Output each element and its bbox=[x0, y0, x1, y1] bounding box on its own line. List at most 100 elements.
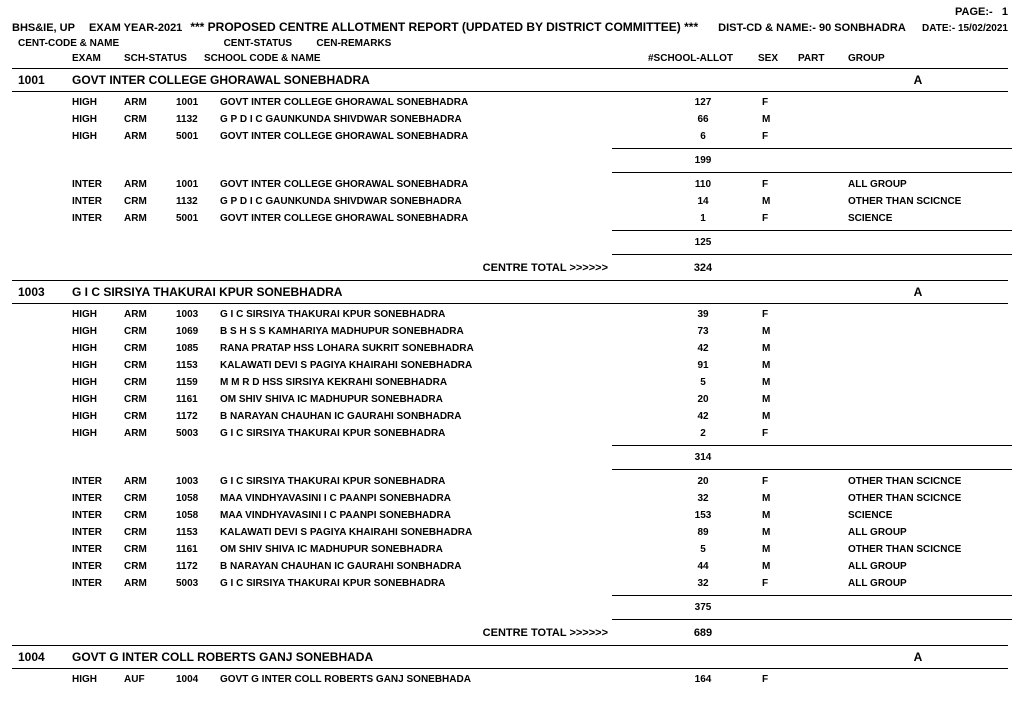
cell-school-name: MAA VINDHYAVASINI I C PAANPI SONEBHADRA bbox=[220, 493, 648, 504]
centre-header: 1001GOVT INTER COLLEGE GHORAWAL SONEBHAD… bbox=[12, 71, 1008, 89]
org-name: BHS&IE, UP bbox=[12, 22, 75, 34]
centre-code: 1003 bbox=[12, 285, 72, 299]
subtotal-value: 125 bbox=[648, 237, 758, 248]
centre-header: 1003G I C SIRSIYA THAKURAI KPUR SONEBHAD… bbox=[12, 283, 1008, 301]
cell-exam: INTER bbox=[72, 510, 124, 521]
cell-allot: 164 bbox=[648, 674, 758, 685]
cell-exam: HIGH bbox=[72, 411, 124, 422]
cell-allot: 73 bbox=[648, 326, 758, 337]
cell-sex: M bbox=[758, 411, 798, 422]
cell-sch-status: CRM bbox=[124, 411, 176, 422]
col-school-code: SCHOOL CODE & NAME bbox=[204, 53, 648, 64]
page-number: PAGE:- 1 bbox=[12, 6, 1008, 18]
cell-sex: M bbox=[758, 360, 798, 371]
cell-sex: F bbox=[758, 476, 798, 487]
cell-sex: F bbox=[758, 131, 798, 142]
table-row: HIGHARM5001GOVT INTER COLLEGE GHORAWAL S… bbox=[12, 128, 1008, 145]
cell-school-code: 5001 bbox=[176, 131, 220, 142]
page-label: PAGE:- bbox=[955, 6, 993, 18]
cell-school-name: M M R D HSS SIRSIYA KEKRAHI SONEBHADRA bbox=[220, 377, 648, 388]
cell-exam: HIGH bbox=[72, 428, 124, 439]
table-row: INTERCRM1058MAA VINDHYAVASINI I C PAANPI… bbox=[12, 490, 1008, 507]
cell-sex: F bbox=[758, 428, 798, 439]
cell-school-name: KALAWATI DEVI S PAGIYA KHAIRAHI SONEBHAD… bbox=[220, 360, 648, 371]
cell-sex: M bbox=[758, 343, 798, 354]
centre-code: 1001 bbox=[12, 73, 72, 87]
cell-school-name: MAA VINDHYAVASINI I C PAANPI SONEBHADRA bbox=[220, 510, 648, 521]
cell-school-name: GOVT INTER COLLEGE GHORAWAL SONEBHADRA bbox=[220, 213, 648, 224]
cell-allot: 39 bbox=[648, 309, 758, 320]
cell-school-code: 1069 bbox=[176, 326, 220, 337]
cell-exam: HIGH bbox=[72, 326, 124, 337]
cell-school-code: 5003 bbox=[176, 428, 220, 439]
table-row: HIGHCRM1161OM SHIV SHIVA IC MADHUPUR SON… bbox=[12, 391, 1008, 408]
centre-total-label: CENTRE TOTAL >>>>>> bbox=[12, 627, 648, 639]
cell-sex: M bbox=[758, 196, 798, 207]
centre-total-value: 324 bbox=[648, 262, 758, 274]
cell-allot: 5 bbox=[648, 544, 758, 555]
district-value: 90 SONBHADRA bbox=[819, 22, 906, 34]
cell-allot: 42 bbox=[648, 411, 758, 422]
cell-sch-status: CRM bbox=[124, 544, 176, 555]
col-school-allot: #SCHOOL-ALLOT bbox=[648, 53, 758, 64]
table-row: INTERARM5001GOVT INTER COLLEGE GHORAWAL … bbox=[12, 210, 1008, 227]
col-sex: SEX bbox=[758, 53, 798, 64]
cell-exam: INTER bbox=[72, 213, 124, 224]
cell-group: OTHER THAN SCICNCE bbox=[848, 493, 1008, 504]
table-row: INTERCRM1058MAA VINDHYAVASINI I C PAANPI… bbox=[12, 507, 1008, 524]
cell-school-name: G P D I C GAUNKUNDA SHIVDWAR SONEBHADRA bbox=[220, 196, 648, 207]
cell-school-name: OM SHIV SHIVA IC MADHUPUR SONEBHADRA bbox=[220, 544, 648, 555]
cell-sch-status: CRM bbox=[124, 527, 176, 538]
cell-school-code: 1001 bbox=[176, 179, 220, 190]
cell-group: OTHER THAN SCICNCE bbox=[848, 196, 1008, 207]
cell-school-code: 1172 bbox=[176, 411, 220, 422]
cell-sch-status: CRM bbox=[124, 196, 176, 207]
cell-allot: 1 bbox=[648, 213, 758, 224]
cell-allot: 32 bbox=[648, 578, 758, 589]
table-row: INTERARM5003G I C SIRSIYA THAKURAI KPUR … bbox=[12, 575, 1008, 592]
cell-school-code: 1001 bbox=[176, 97, 220, 108]
centre-name: GOVT INTER COLLEGE GHORAWAL SONEBHADRA bbox=[72, 73, 828, 87]
cell-sex: M bbox=[758, 561, 798, 572]
cell-allot: 89 bbox=[648, 527, 758, 538]
cell-school-name: G I C SIRSIYA THAKURAI KPUR SONEBHADRA bbox=[220, 476, 648, 487]
table-row: HIGHAUF1004GOVT G INTER COLL ROBERTS GAN… bbox=[12, 671, 1008, 688]
cell-exam: INTER bbox=[72, 476, 124, 487]
cell-sex: M bbox=[758, 377, 798, 388]
cell-school-code: 1153 bbox=[176, 360, 220, 371]
col-group: GROUP bbox=[848, 53, 1008, 64]
cell-school-code: 1161 bbox=[176, 394, 220, 405]
cell-sex: F bbox=[758, 179, 798, 190]
cell-exam: INTER bbox=[72, 493, 124, 504]
cell-sch-status: AUF bbox=[124, 674, 176, 685]
cell-allot: 2 bbox=[648, 428, 758, 439]
cell-school-code: 1003 bbox=[176, 476, 220, 487]
cell-allot: 66 bbox=[648, 114, 758, 125]
cell-school-name: RANA PRATAP HSS LOHARA SUKRIT SONEBHADRA bbox=[220, 343, 648, 354]
centre-header: 1004GOVT G INTER COLL ROBERTS GANJ SONEB… bbox=[12, 648, 1008, 666]
centre-code: 1004 bbox=[12, 650, 72, 664]
cell-school-name: OM SHIV SHIVA IC MADHUPUR SONEBHADRA bbox=[220, 394, 648, 405]
subtotal-row: 199 bbox=[12, 152, 1008, 169]
cell-allot: 20 bbox=[648, 476, 758, 487]
cent-status-label: CENT-STATUS bbox=[224, 38, 314, 49]
cell-group: ALL GROUP bbox=[848, 179, 1008, 190]
cell-sex: M bbox=[758, 114, 798, 125]
cell-sch-status: CRM bbox=[124, 394, 176, 405]
centre-status: A bbox=[828, 650, 1008, 664]
col-sch-status: SCH-STATUS bbox=[124, 53, 204, 64]
table-row: HIGHCRM1159M M R D HSS SIRSIYA KEKRAHI S… bbox=[12, 374, 1008, 391]
cell-group: ALL GROUP bbox=[848, 561, 1008, 572]
cell-allot: 5 bbox=[648, 377, 758, 388]
cell-exam: INTER bbox=[72, 578, 124, 589]
cell-sch-status: CRM bbox=[124, 561, 176, 572]
cell-school-code: 5001 bbox=[176, 213, 220, 224]
cell-school-code: 1058 bbox=[176, 493, 220, 504]
cell-allot: 20 bbox=[648, 394, 758, 405]
subtotal-value: 199 bbox=[648, 155, 758, 166]
subtotal-row: 125 bbox=[12, 234, 1008, 251]
subtotal-row: 314 bbox=[12, 449, 1008, 466]
cell-group: ALL GROUP bbox=[848, 578, 1008, 589]
cell-exam: HIGH bbox=[72, 343, 124, 354]
cell-sch-status: ARM bbox=[124, 97, 176, 108]
